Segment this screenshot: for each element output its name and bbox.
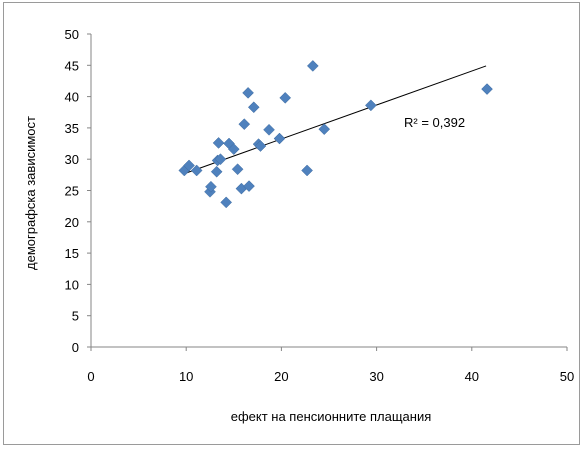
- x-axis-title: ефект на пенсионните плащания: [231, 409, 432, 424]
- scatter-chart: 0 5 10 15 20 25 30 35 40 45 50 0 10 20 30 40 50 R² = 0,3…: [23, 27, 575, 424]
- data-point: [190, 164, 203, 177]
- x-tick-label: 20: [274, 369, 288, 384]
- data-points: [178, 60, 493, 209]
- data-point: [227, 143, 240, 156]
- y-tick-label: 30: [65, 152, 79, 167]
- y-tick-label: 10: [65, 277, 79, 292]
- axes: [87, 33, 568, 351]
- data-point: [242, 86, 254, 99]
- chart-frame: 0 5 10 15 20 25 30 35 40 45 50 0 10 20 30 40 50 R² = 0,3…: [3, 2, 580, 445]
- trendline: [186, 65, 487, 174]
- trendline-group: [186, 65, 487, 174]
- y-tick-label: 40: [65, 90, 79, 105]
- data-point: [481, 83, 493, 95]
- data-point: [214, 153, 227, 166]
- y-tick-label: 15: [65, 246, 79, 261]
- y-tick-label: 5: [72, 309, 79, 324]
- x-tick-label: 10: [179, 369, 193, 384]
- data-point: [238, 118, 251, 130]
- y-tick-label: 0: [72, 340, 79, 355]
- tick-labels: 0 5 10 15 20 25 30 35 40 45 50 0 10 20 30 40 50: [65, 27, 575, 384]
- data-point: [205, 180, 217, 193]
- data-point: [220, 196, 233, 209]
- x-tick-label: 30: [369, 369, 383, 384]
- data-point: [318, 123, 331, 136]
- data-point: [183, 159, 195, 172]
- y-axis-title: демографска зависимост: [23, 116, 38, 270]
- y-tick-label: 20: [65, 215, 79, 230]
- y-tick-label: 45: [65, 58, 79, 73]
- data-point: [212, 137, 225, 149]
- y-tick-label: 25: [65, 184, 79, 199]
- data-point: [279, 91, 292, 104]
- data-point: [306, 60, 319, 72]
- x-tick-label: 40: [465, 369, 479, 384]
- y-tick-label: 50: [65, 27, 79, 42]
- data-point: [247, 101, 260, 114]
- y-tick-label: 35: [65, 121, 79, 136]
- data-point: [231, 163, 244, 176]
- data-point: [263, 123, 275, 136]
- data-point: [210, 165, 223, 178]
- x-tick-label: 0: [87, 369, 94, 384]
- r-squared-annotation: R² = 0,392: [404, 115, 465, 130]
- data-point: [254, 140, 267, 152]
- data-point: [365, 99, 377, 112]
- data-point: [301, 164, 313, 177]
- x-tick-label: 50: [560, 369, 574, 384]
- data-point: [273, 132, 286, 145]
- data-point: [243, 180, 255, 192]
